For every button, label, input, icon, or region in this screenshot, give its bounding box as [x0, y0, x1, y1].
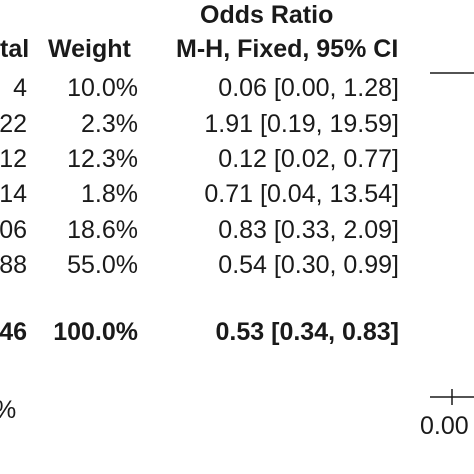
- table-row-weight: 18.6%: [67, 216, 138, 244]
- table-row-weight: 10.0%: [67, 74, 138, 102]
- footer-left-fragment: %: [0, 398, 16, 423]
- total-row-ci: 0.53 [0.34, 0.83]: [215, 318, 399, 346]
- total-row-weight: 100.0%: [53, 318, 138, 346]
- table-row-ci: 0.12 [0.02, 0.77]: [218, 145, 399, 173]
- table-row-total: 14: [0, 180, 27, 208]
- column-header-ci: M-H, Fixed, 95% CI: [176, 35, 399, 63]
- table-row-weight: 1.8%: [81, 180, 138, 208]
- column-header-weight: Weight: [48, 35, 131, 63]
- table-row-total: 4: [13, 74, 27, 102]
- column-header-total: tal: [0, 35, 30, 63]
- table-row-total: 12: [0, 145, 27, 173]
- table-row-weight: 55.0%: [67, 251, 138, 279]
- table-row-ci: 1.91 [0.19, 19.59]: [204, 110, 399, 138]
- table-row-ci: 0.06 [0.00, 1.28]: [218, 74, 399, 102]
- table-row-ci: 0.83 [0.33, 2.09]: [218, 216, 399, 244]
- table-row-total: 06: [0, 216, 27, 244]
- table-row-ci: 0.54 [0.30, 0.99]: [218, 251, 399, 279]
- odds-ratio-group-title: Odds Ratio: [200, 1, 334, 29]
- table-row-total: 22: [0, 110, 27, 138]
- table-row-total: 88: [0, 251, 27, 279]
- table-row-ci: 0.71 [0.04, 13.54]: [204, 180, 399, 208]
- table-row-weight: 12.3%: [67, 145, 138, 173]
- x-axis-tick-label: 0.00: [420, 412, 469, 440]
- total-row-total: 46: [0, 318, 27, 346]
- table-row-weight: 2.3%: [81, 110, 138, 138]
